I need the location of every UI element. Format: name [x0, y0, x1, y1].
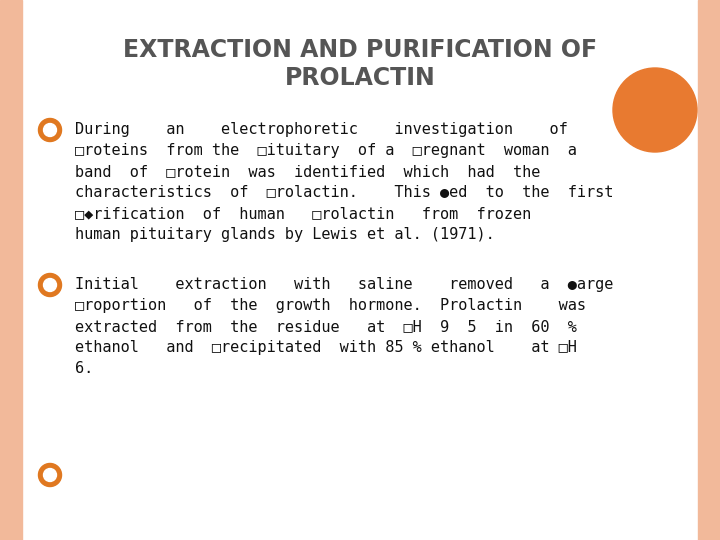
Circle shape	[38, 463, 61, 487]
Bar	[698, 0, 720, 540]
Text: human pituitary glands by Lewis et al. (1971).: human pituitary glands by Lewis et al. (…	[75, 227, 495, 242]
Circle shape	[43, 279, 56, 292]
Text: PROLACTIN: PROLACTIN	[284, 66, 436, 90]
Circle shape	[43, 469, 56, 482]
Circle shape	[38, 118, 61, 141]
Text: 6.: 6.	[75, 361, 94, 376]
Text: Initial    extraction   with   saline    removed   a  ●arge: Initial extraction with saline removed a…	[75, 277, 613, 292]
Text: characteristics  of  □rolactin.    This ●ed  to  the  first: characteristics of □rolactin. This ●ed t…	[75, 185, 613, 200]
Circle shape	[43, 124, 56, 137]
Circle shape	[38, 273, 61, 296]
Text: During    an    electrophoretic    investigation    of: During an electrophoretic investigation …	[75, 122, 568, 137]
Text: □roportion   of  the  growth  hormone.  Prolactin    was: □roportion of the growth hormone. Prolac…	[75, 298, 586, 313]
Text: ethanol   and  □recipitated  with 85 % ethanol    at □H: ethanol and □recipitated with 85 % ethan…	[75, 340, 577, 355]
Text: band  of  □rotein  was  identified  which  had  the: band of □rotein was identified which had…	[75, 164, 541, 179]
Bar	[0, 0, 22, 540]
Circle shape	[613, 68, 697, 152]
Text: extracted  from  the  residue   at  □H  9  5  in  60  %: extracted from the residue at □H 9 5 in …	[75, 319, 577, 334]
Text: EXTRACTION AND PURIFICATION OF: EXTRACTION AND PURIFICATION OF	[123, 38, 597, 62]
Text: □roteins  from the  □ituitary  of a  □regnant  woman  a: □roteins from the □ituitary of a □regnan…	[75, 143, 577, 158]
Text: □◆rification  of  human   □rolactin   from  frozen: □◆rification of human □rolactin from fro…	[75, 206, 531, 221]
